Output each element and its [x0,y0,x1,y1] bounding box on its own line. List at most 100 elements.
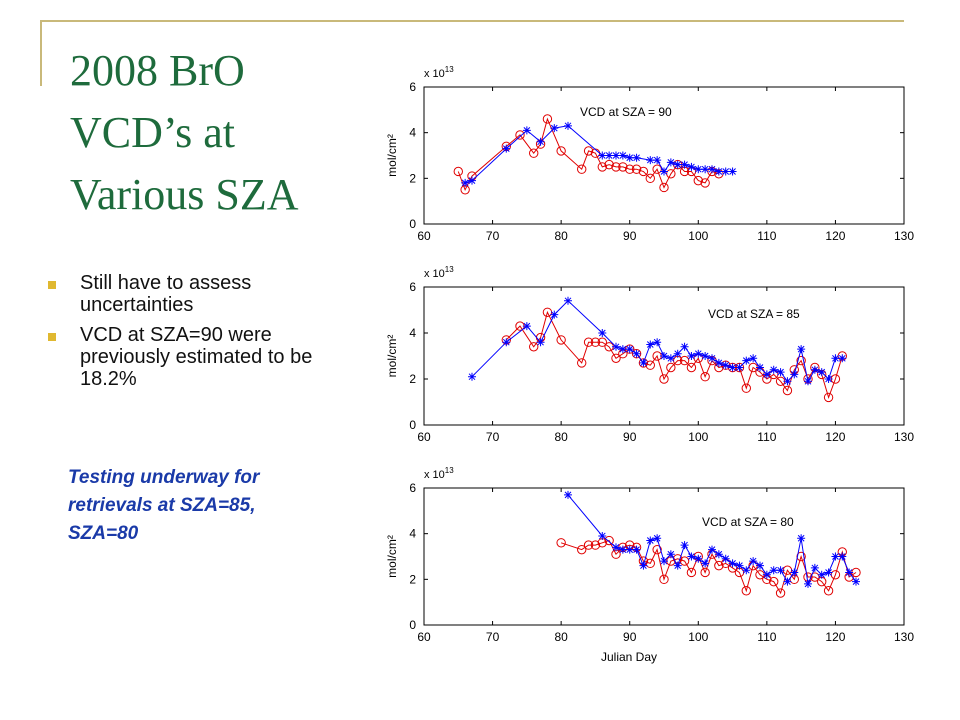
data-point-circle [741,586,751,596]
data-point-star [742,356,751,365]
x-axis-label: Julian Day [601,650,657,664]
data-point-star [817,368,826,377]
data-point-star [666,550,675,559]
data-point-star [845,568,854,577]
slide-frame-left-line [40,20,42,86]
data-point-star [749,557,758,566]
data-point-star [632,349,641,358]
data-point-star [680,342,689,351]
data-point-circle [583,146,594,156]
data-point-star [714,358,723,367]
y-tick-label: 2 [409,171,416,185]
data-point-star [625,545,634,554]
data-point-circle [679,355,690,366]
data-point-circle [652,544,662,555]
x-tick-label: 90 [623,430,637,444]
data-point-circle [556,146,566,156]
plot-area [423,86,905,225]
bullet-square-icon [48,333,56,341]
data-point-star [646,340,655,349]
x-tick-label: 110 [757,430,776,444]
x-tick-label: 90 [623,229,637,243]
data-point-star [810,563,819,572]
data-point-star [721,361,730,370]
y-axis-label: mol/cm² [385,535,399,578]
series-line [567,494,857,586]
data-point-star [742,566,751,575]
y-exponent-label: x 1013 [424,65,454,80]
data-point-star [522,126,531,135]
series-line [457,117,720,192]
data-point-circle [666,362,676,373]
data-point-star [769,566,778,575]
y-exponent-base: x 10 [424,268,445,280]
bullet-text: Still have to assess uncertainties [80,272,252,316]
data-point-circle [679,556,690,566]
data-point-star [797,345,806,354]
data-point-star [646,536,655,545]
bullet-list: Still have to assess uncertainties VCD a… [46,272,356,398]
x-tick-label: 70 [486,229,500,243]
data-point-star [735,561,744,570]
data-point-star [783,577,792,586]
bullet-item: Still have to assess uncertainties [46,272,356,316]
data-point-circle [775,588,786,598]
y-tick-label: 2 [409,572,416,586]
chart-title: VCD at SZA = 80 [702,515,794,529]
bullet-text: VCD at SZA=90 were previously estimated … [80,324,313,390]
data-point-circle [625,164,635,174]
data-point-star [632,545,641,554]
data-point-star [660,352,668,360]
x-tick-label: 60 [417,630,431,644]
x-tick-label: 110 [757,630,776,644]
x-tick-label: 60 [417,430,431,444]
data-point-circle [823,392,834,403]
data-point-star [687,552,696,561]
data-point-circle [583,540,594,550]
data-point-circle [618,162,628,172]
data-point-star [550,124,559,133]
data-point-circle [611,162,621,172]
data-point-star [536,338,545,347]
data-point-circle [604,535,614,546]
data-point-circle [686,362,697,373]
data-point-circle [700,372,710,382]
data-point-circle [714,560,724,571]
data-point-star [721,167,730,176]
data-point-star [598,329,607,337]
x-tick-label: 120 [825,229,845,243]
data-point-star [673,561,682,570]
data-point-circle [823,586,834,596]
data-point-star [598,531,607,540]
data-point-star [831,552,840,561]
chart-panel-3: 60 70 80 90 100 110 120 130 0 2 4 6 x 1013 mol/cm² VCD… [385,466,914,664]
data-point-star [612,342,620,351]
data-point-circle [700,567,710,578]
slide-frame-top-line [40,20,904,22]
data-point-star [776,566,785,575]
data-point-star [694,349,703,358]
data-point-circle [631,164,642,174]
y-exponent-label: x 1013 [424,466,454,481]
data-point-star [776,368,785,377]
data-point-star [687,352,696,360]
slide-title: 2008 BrO VCD’s at Various SZA [70,40,370,226]
data-point-star [468,372,476,381]
data-point-star [653,338,662,347]
data-point-star [701,352,710,360]
data-point-star [660,557,668,566]
data-point-star [646,156,655,165]
data-point-circle [782,385,793,396]
data-point-circle [515,130,525,140]
x-tick-label: 120 [825,430,845,444]
x-tick-label: 80 [554,229,568,243]
data-point-star [653,534,662,543]
testing-note-line: Testing underway for [68,467,260,488]
data-point-circle [597,162,607,172]
data-point-circle [659,182,669,193]
data-point-circle [597,337,607,347]
data-point-star [714,167,723,176]
x-tick-label: 70 [486,630,500,644]
data-point-circle [638,358,649,368]
x-tick-label: 100 [688,229,708,243]
